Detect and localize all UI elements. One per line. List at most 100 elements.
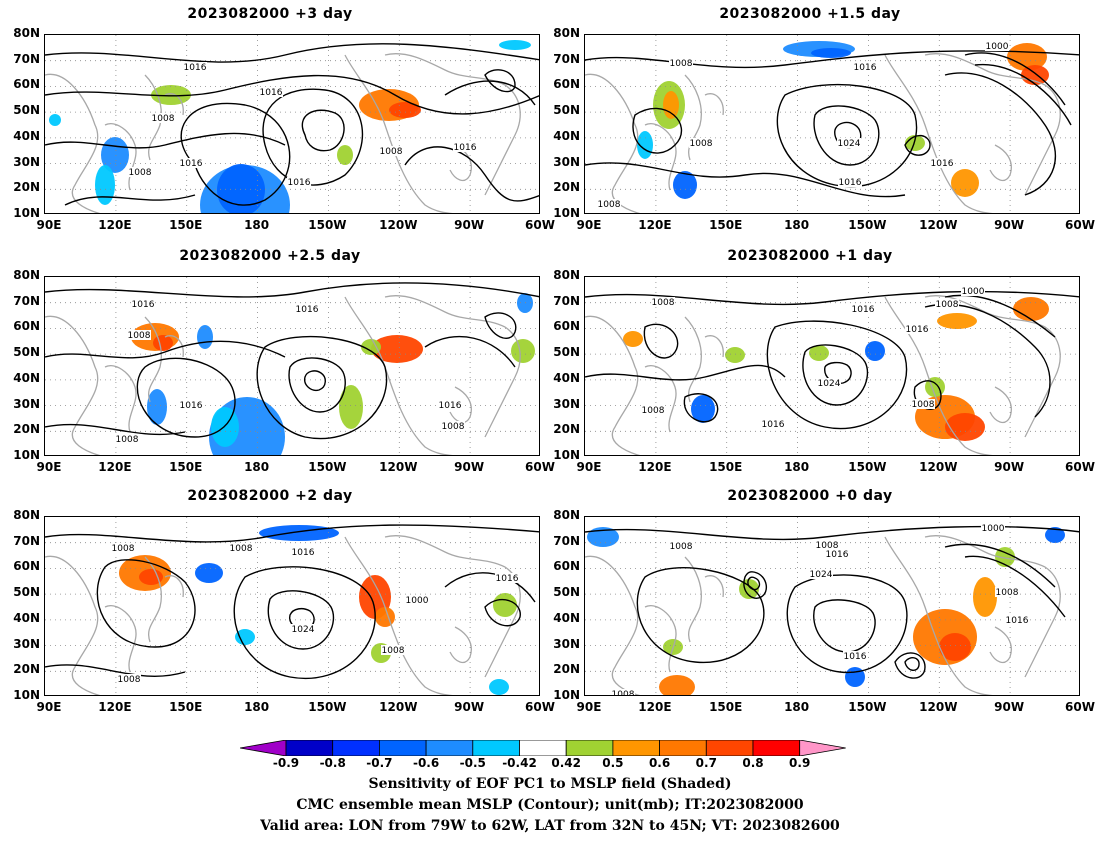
latitude-tick-label: 70N (13, 51, 40, 66)
contour-label-bg (179, 158, 203, 168)
coastline (884, 54, 993, 213)
sensitivity-shading (811, 48, 851, 58)
latitude-tick-label: 10N (553, 206, 580, 220)
contour-label-bg (597, 199, 621, 209)
contour-label: 1008 (230, 544, 253, 554)
colorbar-tick-label: -0.9 (272, 756, 300, 770)
colorbar-segment (239, 739, 287, 757)
contour-label: 1008 (652, 298, 675, 308)
longitude-tick-label: 150W (308, 700, 347, 714)
coastline (684, 316, 702, 403)
longitude-tick-label: 180 (784, 218, 810, 232)
sensitivity-shading (139, 569, 163, 585)
longitude-tick-label: 90E (36, 700, 62, 714)
contour-label-bg (381, 645, 405, 655)
panel-title: 2023082000 +2 day (187, 488, 353, 504)
latitude-tick-label: 30N (553, 636, 580, 651)
map-panel: 2023082000 +2 day 80N 70N 60N 50N 40N 30N 20N 10… (0, 488, 555, 728)
map-panel: 2023082000 +1.5 day 80N 70N 60N 50N 40N 30N 20N… (540, 6, 1095, 246)
map-area: 1016 1016 1008 1008 1016 1016 1008 1016 (44, 34, 540, 214)
contour-label-bg (817, 378, 841, 388)
coastline (104, 365, 137, 433)
contour-label: 1000 (986, 42, 1009, 52)
contour-label: 1008 (936, 300, 959, 310)
latitude-tick-label: 70N (553, 533, 580, 548)
contour-label: 1016 (184, 63, 207, 73)
sensitivity-shading (235, 629, 255, 645)
contour-label-bg (127, 330, 151, 340)
contour-label-bg (853, 62, 877, 72)
contour-label: 1008 (996, 588, 1019, 598)
longitude-tick-label: 90E (576, 700, 602, 714)
longitude-tick-label: 150W (848, 460, 887, 474)
contour-label: 1024 (292, 625, 315, 635)
coastline (384, 53, 521, 196)
contour-label-bg (131, 299, 155, 309)
colorbar-tick-label: 0.9 (789, 756, 811, 770)
map-area: 1016 1008 1016 1016 1008 1016 1008 (44, 276, 540, 456)
mslp-contour (484, 69, 516, 93)
mslp-contour (944, 543, 1056, 588)
contour-label-bg (669, 541, 693, 551)
caption-line-3: Valid area: LON from 79W to 62W, LAT fro… (260, 818, 840, 834)
contour-label: 1016 (839, 178, 862, 188)
sensitivity-shading (809, 345, 829, 361)
colorbar-tick-label: -0.8 (319, 756, 346, 770)
contour-label-bg (441, 421, 465, 431)
mslp-contour (786, 574, 908, 674)
mslp-contour (643, 323, 679, 359)
latitude-tick-label: 80N (13, 26, 40, 40)
contour-label: 1024 (818, 379, 841, 389)
longitude-tick-label: 150W (308, 218, 347, 232)
latitude-tick-label: 70N (13, 533, 40, 548)
mslp-contour (45, 282, 539, 298)
mslp-contour (304, 370, 326, 392)
sensitivity-shading (95, 165, 115, 205)
longitude-tick-label: 180 (244, 218, 270, 232)
colorbar-segment (285, 739, 334, 757)
sensitivity-shading (691, 395, 715, 423)
longitude-tick-label: 60W (1065, 218, 1095, 232)
latitude-tick-label: 60N (13, 77, 40, 92)
longitude-tick-label: 90W (454, 700, 485, 714)
sensitivity-shading (673, 171, 697, 199)
latitude-tick-label: 20N (13, 662, 40, 677)
coastline (704, 335, 724, 358)
longitude-tick-label: 90W (994, 460, 1025, 474)
coastline (644, 605, 677, 673)
longitude-tick-label: 120E (638, 218, 672, 232)
coastline (384, 295, 521, 438)
mslp-contour (45, 423, 186, 436)
sensitivity-shading (361, 339, 381, 355)
sensitivity-shading (939, 633, 971, 661)
colorbar-tick-label: -0.5 (459, 756, 486, 770)
latitude-tick-label: 40N (553, 370, 580, 385)
coastline (144, 74, 162, 161)
contour-label-bg (259, 87, 283, 97)
contour-label: 1016 (454, 143, 477, 153)
mslp-contour (136, 357, 236, 438)
sensitivity-shading (663, 91, 679, 119)
colorbar-tick-label: -0.6 (412, 756, 440, 770)
mslp-contour (444, 80, 536, 106)
sensitivity-shading (865, 341, 885, 361)
longitude-tick-label: 60W (525, 700, 555, 714)
latitude-tick-label: 80N (553, 268, 580, 282)
sensitivity-shading (1013, 297, 1049, 321)
contour-label: 1008 (118, 675, 141, 685)
contour-label: 1008 (612, 690, 635, 696)
coastline (45, 315, 101, 455)
contour-label-bg (985, 41, 1009, 51)
longitude-tick-label: 180 (784, 460, 810, 474)
mslp-contour (301, 109, 345, 152)
contour-label-bg (935, 299, 959, 309)
mslp-contour (632, 107, 682, 154)
contour-label-bg (151, 113, 175, 123)
sensitivity-shading (211, 407, 239, 447)
mslp-contour (267, 590, 335, 650)
latitude-tick-label: 30N (13, 154, 40, 169)
panel-title: 2023082000 +2.5 day (179, 248, 361, 264)
contour-label: 1008 (690, 139, 713, 149)
